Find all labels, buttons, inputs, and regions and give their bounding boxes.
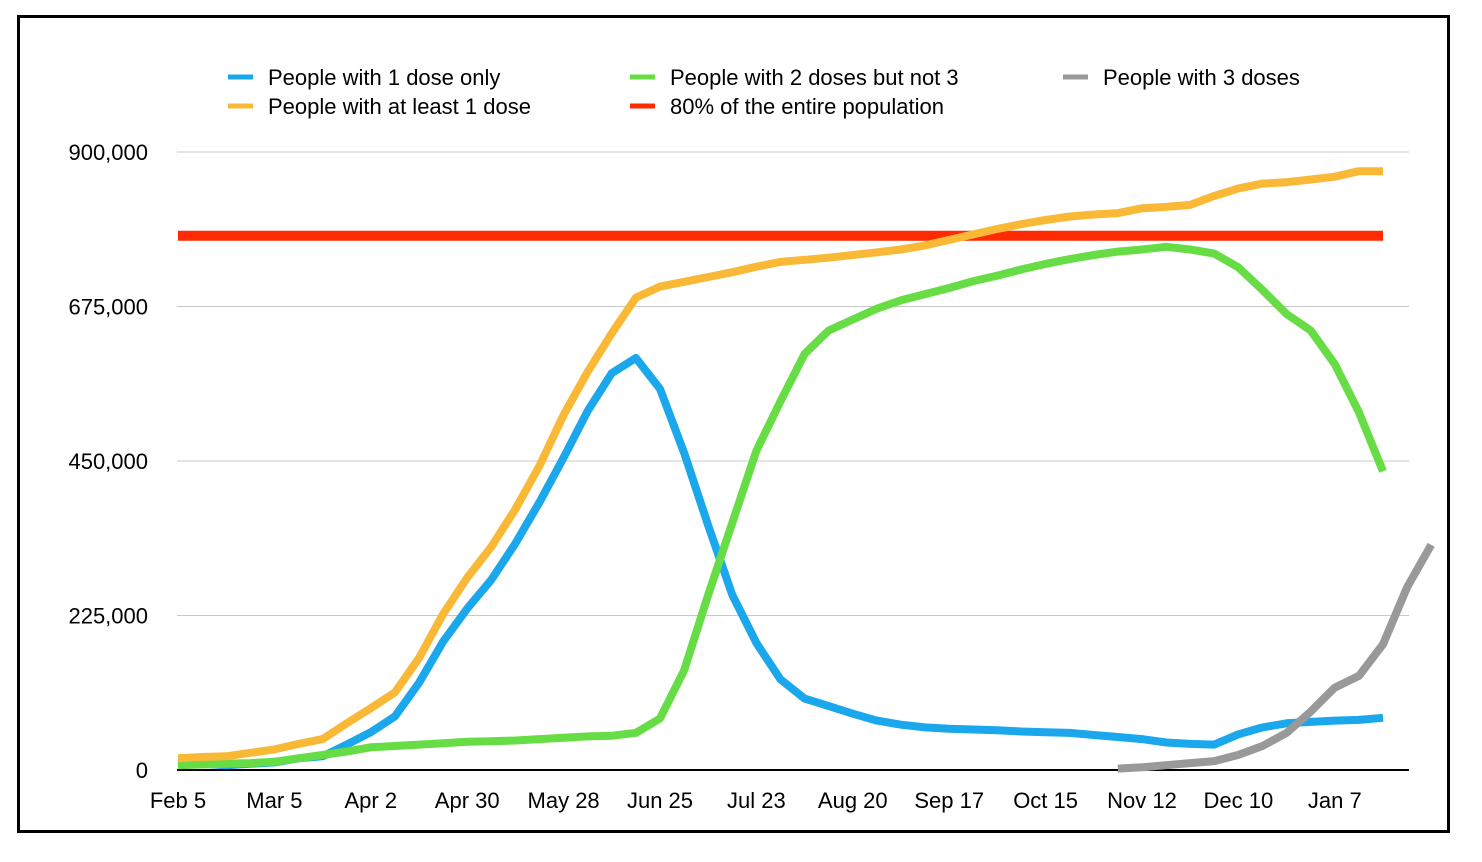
chart-frame: 0 225,000 450,000 675,000 900,000 Feb 5 Mar 5… xyxy=(17,15,1450,833)
x-axis-ticks: Feb 5 Mar 5 Apr 2 Apr 30 May 28 Jun 25 Jul 23 A… xyxy=(150,788,1362,813)
x-tick-label: Oct 15 xyxy=(1013,788,1078,813)
series-line-people-with-1-dose-only xyxy=(177,354,1384,770)
x-tick-label: Mar 5 xyxy=(246,788,302,813)
gridlines xyxy=(177,151,1409,616)
series-line-people-with-3-doses xyxy=(1117,542,1435,773)
x-tick-label: Feb 5 xyxy=(150,788,206,813)
series-line-people-with-2-doses-but-not-3 xyxy=(177,242,1387,770)
x-tick-label: Jul 23 xyxy=(727,788,786,813)
y-tick-label: 675,000 xyxy=(68,295,148,320)
legend-label: People with 1 dose only xyxy=(268,65,500,90)
legend-label: People with 2 doses but not 3 xyxy=(670,65,959,90)
y-tick-label: 450,000 xyxy=(68,449,148,474)
y-tick-label: 900,000 xyxy=(68,140,148,165)
x-tick-label: Nov 12 xyxy=(1107,788,1177,813)
legend-label: People with 3 doses xyxy=(1103,65,1300,90)
x-tick-label: Sep 17 xyxy=(914,788,984,813)
x-tick-label: Aug 20 xyxy=(818,788,888,813)
legend: People with 1 dose only People with 2 dos… xyxy=(228,65,1300,119)
y-tick-label: 225,000 xyxy=(68,604,148,629)
x-tick-label: May 28 xyxy=(528,788,600,813)
legend-label: 80% of the entire population xyxy=(670,94,944,119)
legend-label: People with at least 1 dose xyxy=(268,94,531,119)
y-tick-label: 0 xyxy=(136,758,148,783)
y-axis-ticks: 0 225,000 450,000 675,000 900,000 xyxy=(68,140,148,783)
series-lines xyxy=(177,167,1435,773)
x-tick-label: Jan 7 xyxy=(1308,788,1362,813)
x-tick-label: Jun 25 xyxy=(627,788,693,813)
line-chart: 0 225,000 450,000 675,000 900,000 Feb 5 Mar 5… xyxy=(68,65,1435,813)
x-tick-label: Apr 30 xyxy=(435,788,500,813)
x-tick-label: Apr 2 xyxy=(345,788,398,813)
x-tick-label: Dec 10 xyxy=(1204,788,1274,813)
series-line-people-with-at-least-1-dose xyxy=(177,167,1383,763)
